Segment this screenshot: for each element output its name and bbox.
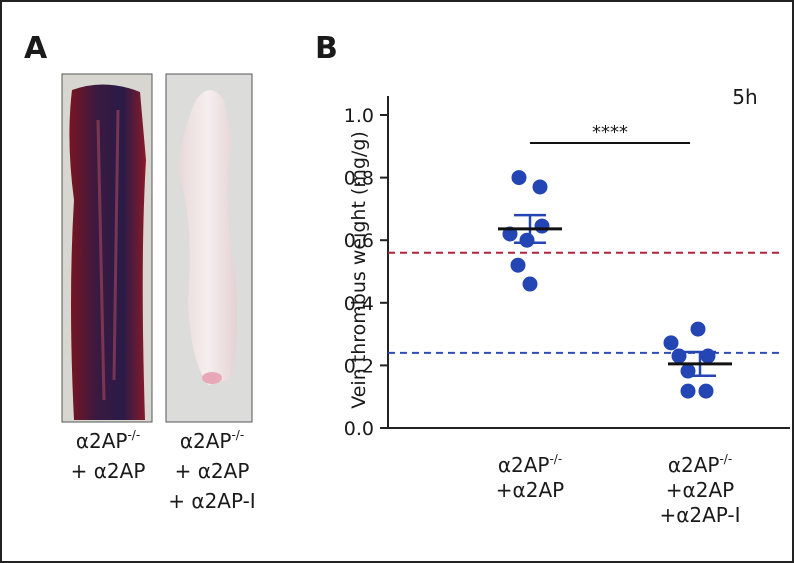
- data-point: [534, 218, 550, 234]
- x-tick-label-head: α2AP: [498, 453, 550, 477]
- photo-label: α2AP-/-: [76, 428, 140, 453]
- data-point: [519, 232, 535, 248]
- data-point: [663, 335, 679, 351]
- photo: [165, 73, 253, 423]
- y-tick-label: 1.0: [344, 105, 374, 127]
- x-tick-label-sup: -/-: [549, 452, 562, 466]
- x-tick-label: +α2AP: [666, 478, 734, 502]
- photo-label: + α2AP: [71, 459, 146, 483]
- y-tick-label: 0.2: [344, 355, 374, 377]
- photo-label: α2AP-/-: [180, 428, 244, 453]
- y-axis-label: Vein thrombus weight (mg/g): [348, 131, 370, 409]
- significance-label: ****: [592, 122, 628, 143]
- data-point: [680, 383, 696, 399]
- panel-letter: A: [24, 31, 48, 66]
- x-tick-label-head: α2AP: [668, 453, 720, 477]
- photo: [61, 73, 153, 423]
- data-point: [511, 170, 527, 186]
- photo-label: + α2AP-I: [168, 489, 255, 513]
- x-tick-label: α2AP-/-: [498, 452, 562, 477]
- photo-label-head: α2AP: [180, 429, 232, 453]
- data-point: [510, 257, 526, 273]
- data-point: [690, 321, 706, 337]
- y-tick-label: 0.0: [344, 418, 374, 440]
- y-tick-label: 0.4: [344, 293, 374, 315]
- x-tick-label: +α2AP: [496, 478, 564, 502]
- photo-label: + α2AP: [175, 459, 250, 483]
- data-point: [522, 276, 538, 292]
- photo-label-sup: -/-: [231, 428, 244, 442]
- panel-letter: B: [315, 31, 338, 66]
- photo-label-sup: -/-: [127, 428, 140, 442]
- photo-label-head: α2AP: [76, 429, 128, 453]
- y-tick-label: 0.8: [344, 168, 374, 190]
- x-tick-label: α2AP-/-: [668, 452, 732, 477]
- y-tick-label: 0.6: [344, 230, 374, 252]
- data-point: [671, 348, 687, 364]
- data-point: [532, 179, 548, 195]
- annotation: 5h: [732, 85, 757, 109]
- x-tick-label: +α2AP-I: [659, 503, 740, 527]
- x-tick-label-sup: -/-: [719, 452, 732, 466]
- data-point: [698, 383, 714, 399]
